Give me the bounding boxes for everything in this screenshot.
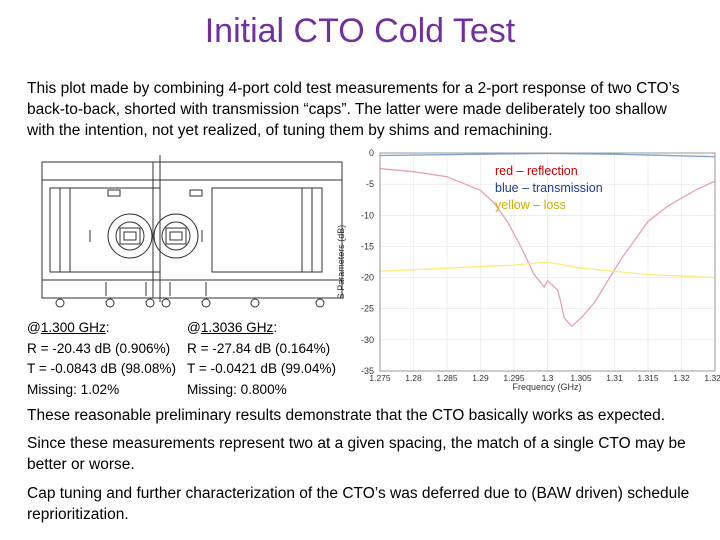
s-parameter-chart: 0 -5 -10 -15 -20 -25 -30 -35 1.275 1.28 1.285 1.29… — [336, 148, 720, 392]
y-tick-label: -25 — [361, 304, 374, 314]
x-tick-label: 1.305 — [570, 373, 592, 383]
paragraph-2: Since these measurements represent two a… — [27, 435, 686, 473]
x-tick-label: 1.28 — [405, 373, 422, 383]
x-tick-label: 1.31 — [606, 373, 623, 383]
chart-legend: red – reflection blue – transmission yel… — [495, 163, 603, 214]
x-tick-label: 1.32 — [673, 373, 690, 383]
measurement-reflection: R = -20.43 dB (0.906%) — [27, 340, 171, 356]
x-tick-label: 1.285 — [436, 373, 458, 383]
measurement-reflection: R = -27.84 dB (0.164%) — [187, 340, 331, 356]
y-axis-label: S Parameters (dB) — [336, 225, 346, 300]
y-tick-label: -5 — [366, 179, 374, 189]
intro-text: This plot made by combining 4-port cold … — [27, 80, 680, 139]
x-tick-label: 1.3 — [542, 373, 554, 383]
y-tick-label: -30 — [361, 335, 374, 345]
x-axis-label: Frequency (GHz) — [512, 382, 581, 392]
legend-loss: yellow – loss — [495, 198, 566, 212]
measurement-transmission: T = -0.0843 dB (98.08%) — [27, 361, 176, 376]
x-tick-label: 1.29 — [472, 373, 489, 383]
measurement-missing: Missing: 0.800% — [187, 381, 287, 397]
x-tick-label: 1.315 — [637, 373, 659, 383]
series-line-reflection — [379, 167, 716, 328]
x-tick-label: 1.275 — [369, 373, 391, 383]
series-line-loss — [379, 261, 716, 279]
measurement-missing: Missing: 1.02% — [27, 381, 120, 397]
paragraph-3: Cap tuning and further characterization … — [27, 485, 690, 523]
slide-title: Initial CTO Cold Test — [204, 12, 516, 50]
plot-frame — [379, 152, 716, 372]
measurement-freq: @1.300 GHz: — [27, 320, 110, 335]
y-tick-labels: 0 -5 -10 -15 -20 -25 -30 -35 — [361, 148, 374, 376]
x-tick-labels: 1.275 1.28 1.285 1.29 1.295 1.3 1.305 1.31 1.315… — [369, 373, 720, 383]
measurement-13036: @1.3036 GHz: R = -27.84 dB (0.164%) T = … — [187, 318, 336, 400]
x-tick-label: 1.295 — [503, 373, 525, 383]
legend-transmission: blue – transmission — [495, 181, 603, 195]
paragraph-1: These reasonable preliminary results dem… — [27, 407, 666, 424]
measurement-1300: @1.300 GHz: R = -20.43 dB (0.906%) T = -… — [27, 318, 176, 400]
measurement-freq: @1.3036 GHz: — [187, 320, 278, 335]
x-tick-label: 1.325 — [704, 373, 720, 383]
y-tick-label: 0 — [369, 148, 374, 158]
cto-drawing — [41, 155, 343, 308]
y-tick-label: -20 — [361, 273, 374, 283]
y-tick-label: -10 — [361, 210, 374, 220]
y-tick-label: -15 — [361, 241, 374, 251]
y-tick-label: -35 — [361, 366, 374, 376]
legend-reflection: red – reflection — [495, 164, 578, 178]
measurement-transmission: T = -0.0421 dB (99.04%) — [187, 361, 336, 376]
